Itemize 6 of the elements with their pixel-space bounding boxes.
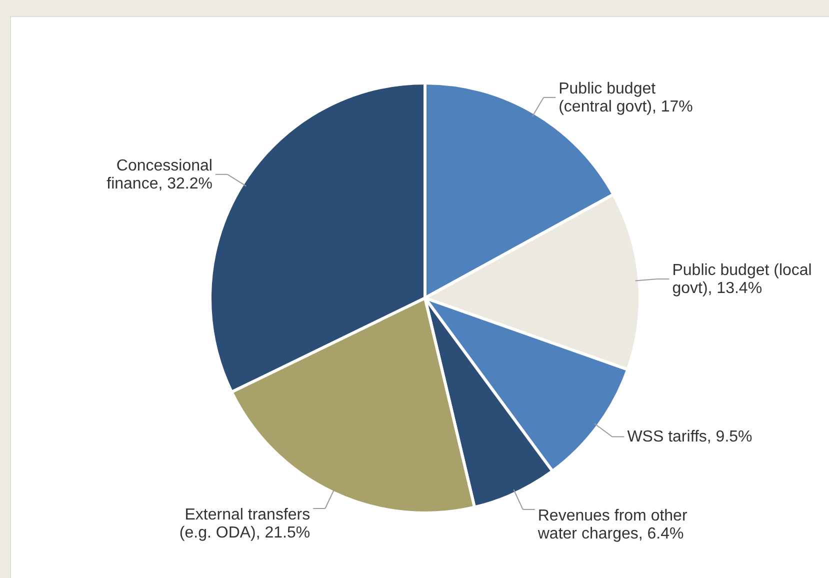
slice-label: Public budget (local govt), 13.4%: [672, 262, 812, 297]
slice-label: Revenues from other water charges, 6.4%: [536, 507, 688, 542]
slice-label: Concessional finance, 32.2%: [106, 157, 212, 192]
slice-label: External transfers (e.g. ODA), 21.5%: [179, 506, 310, 542]
slice-label: Public budget (central govt), 17%: [558, 80, 693, 116]
slice-label: WSS tariffs, 9.5%: [627, 428, 752, 446]
